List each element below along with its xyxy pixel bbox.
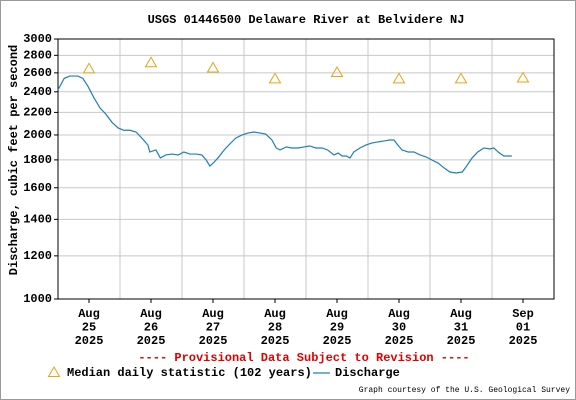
x-tick-label-line: Aug — [140, 307, 162, 321]
x-tick-label-line: 31 — [454, 321, 468, 335]
x-tick-label-line: 2025 — [323, 334, 352, 348]
median-marker — [392, 72, 406, 84]
x-tick-label-line: Aug — [326, 307, 348, 321]
y-tick-label: 1800 — [23, 153, 52, 167]
y-tick-label: 2200 — [23, 106, 52, 120]
x-tick-label: Aug 28 2025 — [261, 307, 290, 348]
x-tick-label-line: 2025 — [261, 334, 290, 348]
x-tick-label: Aug 29 2025 — [323, 307, 352, 348]
legend-label: Median daily statistic (102 years) — [67, 366, 312, 380]
y-tick-label: 1400 — [23, 213, 52, 227]
x-tick-label: Aug 27 2025 — [199, 307, 228, 348]
x-tick-label-line: Aug — [202, 307, 224, 321]
y-tick-label: 2800 — [23, 48, 52, 62]
median-marker — [144, 56, 158, 68]
x-tick-label-line: 2025 — [385, 334, 414, 348]
y-tick-label: 1000 — [23, 292, 52, 306]
median-marker — [268, 72, 282, 84]
x-tick-label-line: 2025 — [447, 334, 476, 348]
legend-symbol — [47, 366, 61, 377]
x-tick-label: Aug 25 2025 — [75, 307, 104, 348]
y-tick-label: 1600 — [23, 181, 52, 195]
credit: Graph courtesy of the U.S. Geological Su… — [359, 386, 570, 395]
x-tick-label: Aug 31 2025 — [447, 307, 476, 348]
x-tick-label-line: 27 — [206, 321, 220, 335]
median-marker — [330, 65, 344, 77]
legend-label: Discharge — [335, 366, 400, 380]
x-tick-label-line: Aug — [78, 307, 100, 321]
x-tick-label-line: 30 — [392, 321, 406, 335]
x-tick-label-line: 01 — [516, 321, 530, 335]
provisional-note: ---- Provisional Data Subject to Revisio… — [138, 351, 469, 365]
y-tick-label: 2000 — [23, 128, 52, 142]
x-tick-label-line: 2025 — [137, 334, 166, 348]
x-tick-label-line: 2025 — [509, 334, 538, 348]
x-tick-label: Aug 26 2025 — [137, 307, 166, 348]
y-axis-label: Discharge, cubic feet per second — [7, 45, 21, 275]
x-tick-label-line: 2025 — [199, 334, 228, 348]
x-tick-label-line: 26 — [144, 321, 158, 335]
x-tick-label-line: 2025 — [75, 334, 104, 348]
x-tick-label: Aug 30 2025 — [385, 307, 414, 348]
y-tick-label: 2400 — [23, 85, 52, 99]
x-tick-label: Sep 01 2025 — [509, 307, 538, 348]
plot-border — [57, 38, 555, 300]
y-tick-label: 3000 — [23, 32, 52, 46]
median-marker — [206, 61, 220, 73]
x-tick-label-line: 25 — [82, 321, 96, 335]
median-marker — [454, 72, 468, 84]
x-tick-label-line: Aug — [388, 307, 410, 321]
x-tick-label-line: Aug — [450, 307, 472, 321]
median-marker — [516, 71, 530, 83]
y-tick-label: 1200 — [23, 249, 52, 263]
discharge-line — [57, 75, 512, 174]
chart-title: USGS 01446500 Delaware River at Belvider… — [148, 13, 465, 27]
x-tick-label-line: Sep — [512, 307, 534, 321]
median-marker — [82, 62, 96, 74]
x-tick-label-line: 28 — [268, 321, 282, 335]
y-tick-label: 2600 — [23, 66, 52, 80]
x-tick-label-line: 29 — [330, 321, 344, 335]
x-tick-label-line: Aug — [264, 307, 286, 321]
